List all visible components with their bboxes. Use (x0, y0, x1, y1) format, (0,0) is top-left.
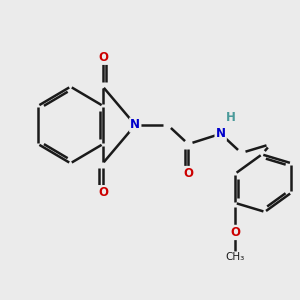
Text: O: O (98, 186, 108, 199)
Text: O: O (230, 226, 240, 239)
Text: O: O (183, 167, 193, 180)
Text: N: N (216, 127, 226, 140)
Text: N: N (130, 118, 140, 131)
Text: H: H (226, 111, 236, 124)
Text: CH₃: CH₃ (226, 253, 245, 262)
Text: O: O (98, 51, 108, 64)
